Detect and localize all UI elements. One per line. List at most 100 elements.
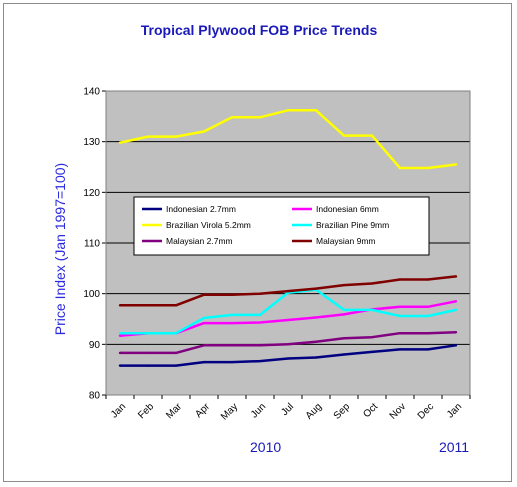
data-point	[118, 331, 122, 335]
data-point	[202, 130, 206, 133]
data-point	[398, 166, 402, 170]
data-point	[230, 313, 234, 317]
legend-box	[133, 196, 430, 256]
legend: Indonesian 2.7mm Indonesian 6mm Brazilian …	[133, 196, 430, 256]
x-tick-label: Oct	[361, 401, 380, 420]
x-tick-label: Jan	[445, 401, 464, 420]
data-point	[118, 364, 122, 367]
axes: 80 90 100 110 120 130 140 Jan Feb Mar Apr May Jun Jul…	[83, 87, 471, 455]
y-tick-label: 90	[89, 340, 101, 351]
data-point	[202, 344, 206, 347]
data-point	[258, 344, 262, 347]
data-point	[426, 278, 430, 281]
data-point	[314, 287, 318, 290]
year-label: 2010	[250, 439, 281, 455]
data-point	[314, 340, 318, 343]
chart-frame: Tropical Plywood FOB Price Trends Price …	[3, 3, 512, 482]
data-point	[370, 134, 374, 137]
y-tick-label: 110	[84, 239, 100, 250]
data-point	[286, 318, 290, 322]
data-point	[230, 116, 234, 119]
data-point	[286, 357, 290, 360]
legend-label: Indonesian 2.7mm	[166, 204, 236, 214]
y-tick-label: 80	[89, 391, 101, 402]
data-point	[426, 166, 430, 170]
x-tick-label: Mar	[164, 401, 184, 421]
y-tick-label: 120	[83, 188, 100, 199]
plot-border	[105, 90, 471, 396]
data-point	[454, 275, 458, 278]
x-tick-label: Feb	[136, 401, 156, 421]
data-point	[146, 304, 150, 307]
data-point	[146, 351, 150, 355]
data-point	[286, 289, 290, 293]
data-point	[202, 360, 206, 364]
x-tick-label: Apr	[193, 401, 212, 420]
data-point	[454, 300, 458, 303]
x-tick-label: Nov	[388, 401, 408, 421]
data-point	[426, 305, 430, 309]
legend-label: Brazilian Pine 9mm	[316, 220, 389, 230]
data-point	[174, 331, 178, 335]
x-tick-label: Jan	[109, 401, 128, 420]
chart-title: Tropical Plywood FOB Price Trends	[141, 22, 378, 38]
data-point	[118, 334, 122, 337]
data-point	[398, 305, 402, 309]
data-point	[258, 292, 262, 295]
data-point	[146, 364, 150, 367]
data-point	[258, 313, 262, 317]
data-point	[398, 314, 402, 318]
data-point	[398, 331, 402, 335]
data-point	[314, 109, 318, 112]
data-point	[174, 351, 178, 355]
data-point	[454, 308, 458, 312]
x-tick-label: Jul	[279, 401, 296, 418]
data-point	[230, 344, 234, 347]
data-point	[342, 308, 346, 312]
data-point	[398, 278, 402, 281]
data-point	[230, 321, 234, 325]
data-point	[202, 293, 206, 296]
data-point	[202, 321, 206, 325]
x-tick-label: Dec	[416, 401, 436, 421]
legend-label: Malaysian 9mm	[316, 236, 376, 246]
legend-label: Indonesian 6mm	[316, 204, 379, 214]
data-point	[314, 316, 318, 319]
data-point	[454, 344, 458, 347]
year-label: 2011	[439, 439, 469, 455]
data-point	[454, 163, 458, 166]
data-point	[146, 331, 150, 335]
data-point	[286, 109, 290, 112]
data-point	[258, 321, 262, 324]
x-tick-label: Aug	[304, 401, 324, 421]
data-point	[118, 141, 122, 144]
data-point	[174, 304, 178, 307]
data-point	[118, 351, 122, 355]
data-point	[342, 283, 346, 287]
data-point	[454, 330, 458, 334]
data-point	[146, 135, 150, 138]
data-point	[202, 316, 206, 320]
legend-label: Malaysian 2.7mm	[166, 236, 233, 246]
x-tick-label: May	[219, 401, 240, 422]
data-point	[370, 350, 374, 354]
y-tick-label: 130	[83, 137, 100, 148]
data-point	[174, 135, 178, 138]
data-point	[314, 356, 318, 359]
data-point	[426, 314, 430, 318]
data-point	[370, 282, 374, 285]
data-point	[342, 353, 346, 356]
data-point	[342, 313, 346, 316]
y-axis-label: Price Index (Jan 1997=100)	[52, 163, 68, 335]
data-point	[398, 348, 402, 351]
data-point	[118, 304, 122, 307]
x-tick-label: Sep	[332, 401, 353, 422]
data-point	[426, 348, 430, 351]
y-tick-label: 140	[83, 87, 100, 98]
data-point	[426, 331, 430, 335]
data-point	[174, 364, 178, 367]
data-point	[258, 359, 262, 363]
data-point	[230, 293, 234, 296]
data-point	[230, 360, 234, 364]
data-point	[258, 116, 262, 119]
